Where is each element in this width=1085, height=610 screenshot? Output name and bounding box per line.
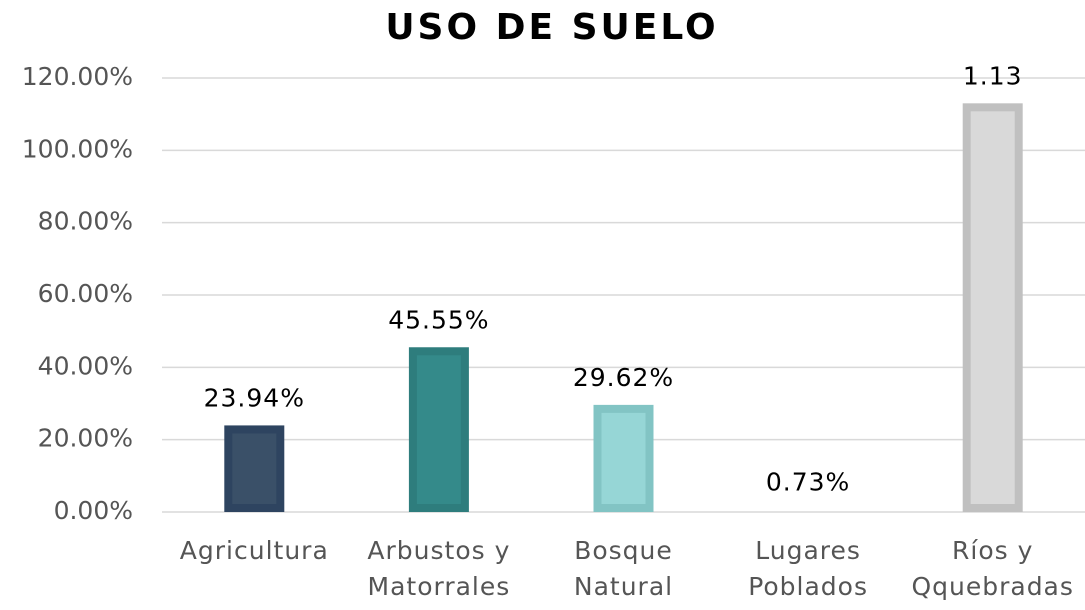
chart-title: USO DE SUELO (385, 7, 718, 48)
x-tick-label: Natural (574, 572, 673, 601)
y-tick-label: 60.00% (38, 279, 133, 308)
x-tick-label: Bosque (574, 536, 673, 565)
bar (593, 404, 654, 512)
x-tick-label: Arbustos y (367, 536, 510, 565)
data-label: 1.13 (963, 61, 1023, 90)
bar (408, 347, 469, 512)
x-tick-label: Matorrales (368, 572, 511, 601)
y-tick-label: 100.00% (22, 134, 133, 163)
bar (962, 103, 1023, 512)
x-tick-label: Agricultura (180, 536, 329, 565)
data-label: 29.62% (573, 363, 674, 392)
data-label: 23.94% (204, 383, 305, 412)
data-label: 0.73% (766, 467, 850, 496)
x-tick-label: Lugares (755, 536, 861, 565)
y-tick-label: 40.00% (38, 351, 133, 380)
bar (224, 425, 285, 512)
x-tick-label: Qquebradas (911, 572, 1073, 601)
x-tick-label: Ríos y (952, 536, 1033, 565)
y-tick-label: 20.00% (38, 424, 133, 453)
y-tick-label: 80.00% (38, 207, 133, 236)
y-tick-label: 0.00% (54, 496, 133, 525)
y-tick-label: 120.00% (22, 62, 133, 91)
x-tick-label: Poblados (748, 572, 868, 601)
data-label: 45.55% (388, 305, 489, 334)
